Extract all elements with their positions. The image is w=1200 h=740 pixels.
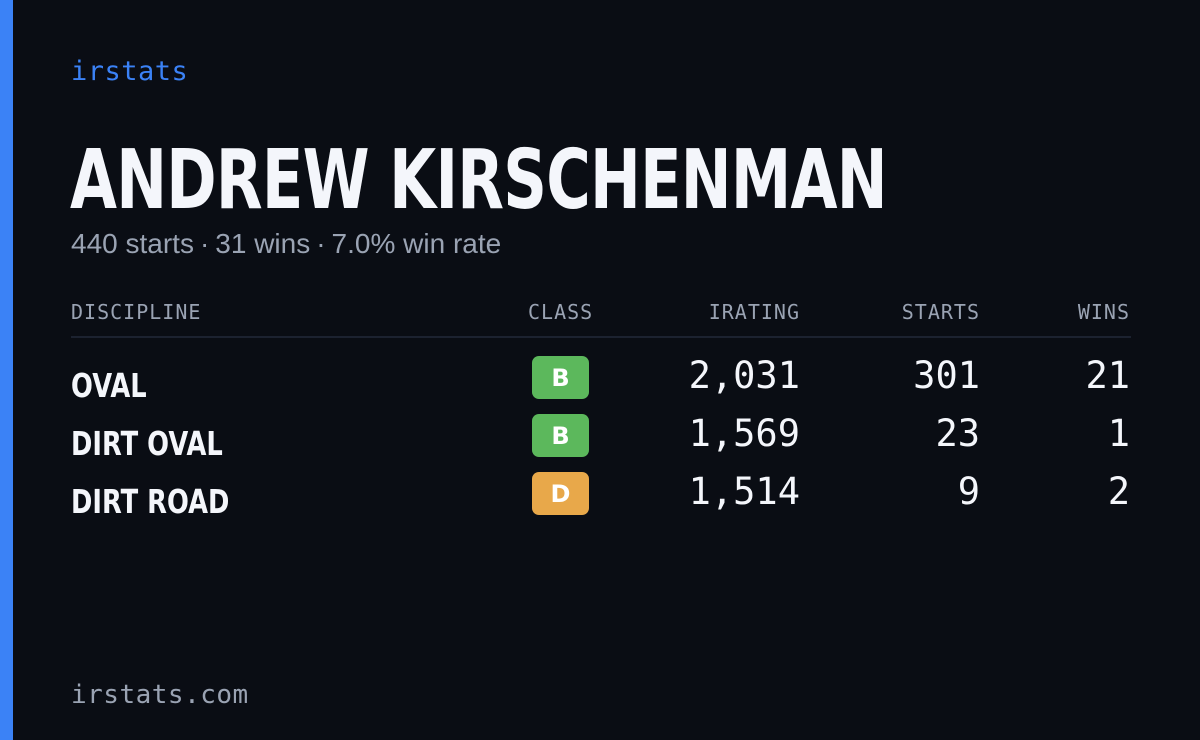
row-discipline: DIRT ROAD: [71, 482, 230, 521]
row-starts: 301: [913, 354, 980, 397]
footer-domain: irstats.com: [71, 680, 249, 710]
career-summary: 440 starts · 31 wins · 7.0% win rate: [71, 228, 501, 260]
row-discipline: OVAL: [71, 366, 147, 405]
table-body: OVAL B 2,031 301 21 DIRT OVAL B 1,569 23…: [71, 338, 1131, 526]
row-starts: 9: [957, 470, 980, 513]
header-discipline: DISCIPLINE: [71, 300, 202, 324]
summary-separator: ·: [199, 228, 210, 259]
summary-win-rate: 7.0% win rate: [331, 228, 502, 259]
table-header: DISCIPLINE CLASS IRATING STARTS WINS: [71, 296, 1131, 338]
table-row: DIRT OVAL B 1,569 23 1: [71, 410, 1131, 468]
row-starts: 23: [935, 412, 980, 455]
table-row: DIRT ROAD D 1,514 9 2: [71, 468, 1131, 526]
summary-starts: 440 starts: [71, 228, 194, 259]
header-starts: STARTS: [901, 300, 980, 324]
header-irating: IRATING: [708, 300, 800, 324]
table-row: OVAL B 2,031 301 21: [71, 352, 1131, 410]
row-irating: 1,514: [688, 470, 800, 513]
row-wins: 1: [1107, 412, 1130, 455]
license-class-badge: B: [532, 414, 589, 457]
summary-wins: 31 wins: [215, 228, 311, 259]
discipline-table: DISCIPLINE CLASS IRATING STARTS WINS OVA…: [71, 296, 1131, 526]
driver-name: ANDREW KIRSCHENMAN: [70, 133, 887, 228]
accent-bar: [0, 0, 13, 740]
row-irating: 2,031: [688, 354, 800, 397]
row-wins: 2: [1107, 470, 1130, 513]
row-irating: 1,569: [688, 412, 800, 455]
header-wins: WINS: [1077, 300, 1130, 324]
header-class: CLASS: [528, 300, 594, 324]
summary-separator: ·: [316, 228, 326, 259]
license-class-badge: D: [532, 472, 589, 515]
brand-logo: irstats: [71, 56, 189, 87]
license-class-badge: B: [532, 356, 589, 399]
row-discipline: DIRT OVAL: [71, 424, 223, 463]
row-wins: 21: [1085, 354, 1130, 397]
